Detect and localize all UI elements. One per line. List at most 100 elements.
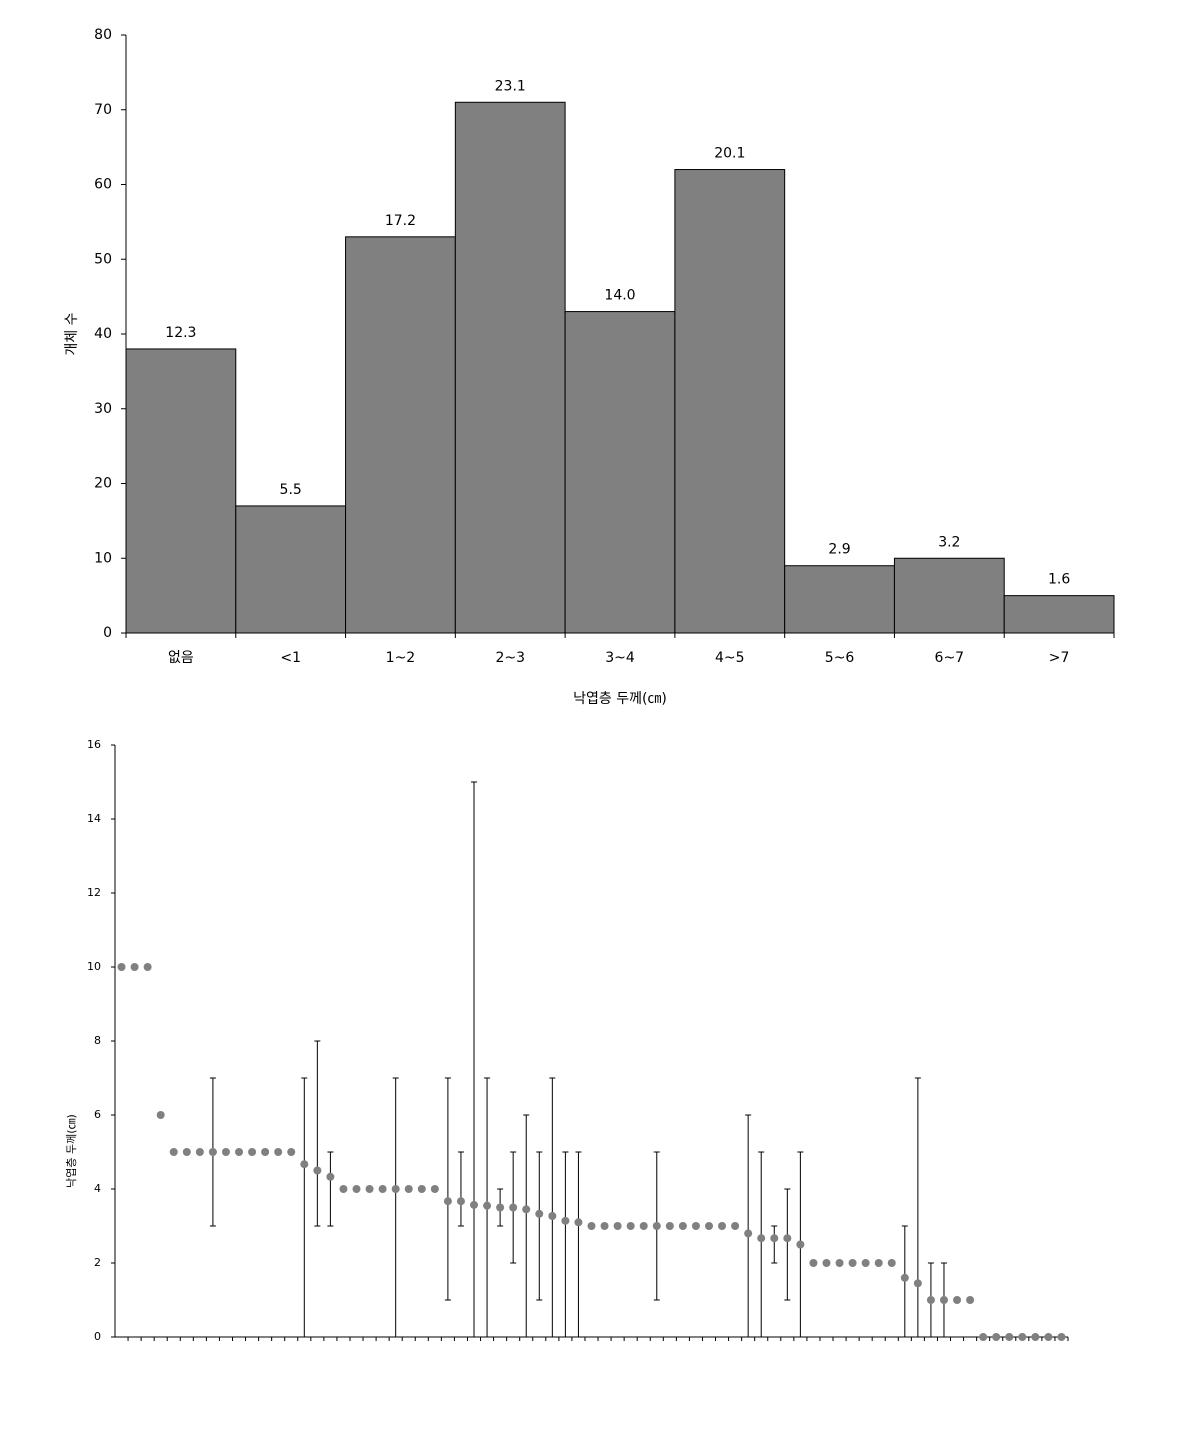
bar: [564, 311, 676, 634]
y-axis-label: 개체 수: [64, 312, 80, 355]
error-bar: [745, 1114, 752, 1338]
point: [691, 1222, 700, 1230]
point: [939, 1296, 948, 1304]
point: [809, 1259, 818, 1267]
error-bar: [314, 1040, 321, 1227]
x-tick-label: 6~7: [935, 650, 965, 666]
y-tick-label: 12: [87, 886, 101, 899]
point: [757, 1234, 766, 1243]
point: [169, 1148, 178, 1156]
error-bar: [771, 1225, 778, 1264]
point: [143, 963, 152, 971]
point: [496, 1203, 505, 1212]
point: [913, 1279, 922, 1288]
y-tick-label: 30: [94, 401, 112, 417]
data-label: 14.0: [604, 288, 635, 304]
y-tick-label: 4: [94, 1182, 101, 1195]
point: [1044, 1333, 1053, 1341]
x-tick-label: 1~2: [386, 650, 416, 666]
point: [861, 1259, 870, 1267]
error-bar: [457, 1151, 464, 1227]
point: [574, 1218, 583, 1227]
bar: [784, 565, 895, 634]
point: [1005, 1333, 1014, 1341]
point: [887, 1259, 896, 1267]
histogram-chart: 0 10 20 30 40 50 60 70 80 12.3 없음 5.5 <1 17.2 1~2 23.1 2…: [64, 27, 1115, 707]
point: [261, 1148, 270, 1156]
point: [718, 1222, 727, 1230]
x-tick-label: 없음: [168, 650, 194, 666]
error-bar: [523, 1114, 530, 1338]
point: [130, 963, 139, 971]
point: [535, 1209, 544, 1218]
data-label: 2.9: [828, 542, 850, 558]
point: [248, 1148, 257, 1156]
point: [900, 1273, 909, 1282]
point: [417, 1185, 426, 1193]
point: [1031, 1333, 1040, 1341]
point: [456, 1197, 465, 1206]
point: [639, 1222, 648, 1230]
bar: [235, 505, 347, 634]
point: [835, 1259, 844, 1267]
point: [926, 1296, 935, 1304]
point: [443, 1197, 452, 1206]
error-bar: [575, 1151, 582, 1338]
point: [1057, 1333, 1066, 1341]
x-tick-label: 5~6: [825, 650, 855, 666]
point: [339, 1185, 348, 1193]
point: [274, 1148, 283, 1156]
y-tick-label: 14: [87, 812, 101, 825]
point: [117, 963, 126, 971]
y-tick-label: 20: [94, 476, 112, 492]
error-bar: [562, 1151, 569, 1338]
point: [300, 1160, 309, 1169]
x-tick-label: 3~4: [605, 650, 635, 666]
point: [770, 1234, 779, 1243]
y-tick-label: 16: [87, 738, 101, 751]
x-tick-label: 4~5: [715, 650, 745, 666]
point: [470, 1200, 479, 1209]
point: [235, 1148, 244, 1156]
point: [992, 1333, 1001, 1341]
point: [744, 1229, 753, 1238]
point: [731, 1222, 740, 1230]
y-tick-label: 10: [87, 960, 101, 973]
point: [483, 1201, 492, 1210]
error-bar: [758, 1151, 765, 1338]
data-label: 23.1: [495, 78, 526, 94]
point: [378, 1185, 387, 1193]
error-bar: [301, 1077, 308, 1338]
point: [391, 1185, 400, 1193]
point: [365, 1185, 374, 1193]
y-tick-label: 6: [94, 1108, 101, 1121]
error-bar: [549, 1077, 556, 1338]
point: [874, 1259, 883, 1267]
point: [587, 1222, 596, 1230]
x-axis-label: 낙엽층 두께(㎝): [573, 691, 667, 707]
x-tick-label: <1: [280, 650, 301, 666]
data-label: 12.3: [165, 325, 196, 341]
point: [326, 1172, 335, 1181]
y-tick-label: 10: [94, 550, 112, 566]
bar: [454, 101, 566, 634]
point: [221, 1148, 230, 1156]
point: [848, 1259, 857, 1267]
bar: [674, 169, 786, 634]
data-label: 17.2: [385, 213, 416, 229]
data-label: 20.1: [714, 146, 745, 162]
dot-chart: 0 2 4 6 8 10 12 14 16 낙엽층 두께(㎝): [65, 738, 1069, 1343]
point: [156, 1111, 165, 1119]
y-tick-label: 0: [103, 625, 112, 641]
y-tick-label: 80: [94, 27, 112, 43]
point: [352, 1185, 361, 1193]
point: [404, 1185, 413, 1193]
point: [783, 1234, 792, 1243]
error-bar: [327, 1151, 334, 1227]
point: [966, 1296, 975, 1304]
data-label: 3.2: [938, 534, 960, 550]
point: [182, 1148, 191, 1156]
data-label: 5.5: [280, 482, 302, 498]
y-tick-label: 40: [94, 326, 112, 342]
